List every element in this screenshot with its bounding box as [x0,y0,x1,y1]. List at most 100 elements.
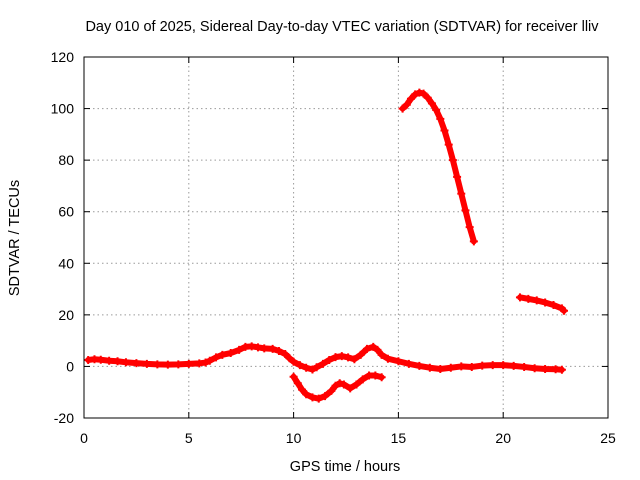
y-tick-label: 80 [58,152,74,168]
data-point [295,361,304,370]
data-point [457,189,466,198]
data-point [559,306,568,315]
data-point [488,361,497,370]
data-point [325,355,334,364]
y-tick-label: 120 [51,49,75,65]
data-point [297,385,306,394]
data-point [337,352,346,361]
data-point [121,358,130,367]
data-point [96,355,105,364]
data-point [356,350,365,359]
data-point [415,361,424,370]
data-point [344,353,353,362]
x-tick-label: 20 [495,430,511,446]
axes [83,56,609,419]
y-tick-label: 40 [58,255,74,271]
data-point [105,356,114,365]
data-point [478,361,487,370]
data-point [406,94,415,103]
data-point [423,93,432,102]
y-axis-ticks: -20 0 20 40 60 80 100 120 [51,49,608,426]
data-point [226,349,235,358]
data-point [369,342,378,351]
plot-frame [83,56,609,419]
data-point [327,386,336,395]
series-1 [84,342,566,374]
data-point [461,206,470,215]
series-4 [515,293,568,315]
data-point [436,114,445,123]
data-point [184,359,193,368]
data-point [411,90,420,99]
x-axis-label: GPS time / hours [290,459,400,475]
data-point [469,237,478,246]
data-point [427,99,436,108]
data-point [339,380,348,389]
data-point [419,89,428,98]
data-point [453,172,462,181]
data-point [541,365,550,374]
x-tick-label: 10 [286,430,302,446]
series-2 [289,371,386,403]
x-axis-ticks: 0 5 10 15 20 25 [80,57,616,446]
data-point [425,363,434,372]
data-point [163,360,172,369]
data-point [532,296,541,305]
data-point [312,363,321,372]
data-point [404,359,413,368]
data-point [335,379,344,388]
y-tick-label: 0 [66,358,74,374]
data-point [509,361,518,370]
data-point [524,294,533,303]
data-point [350,355,359,364]
data-point [268,344,277,353]
x-tick-label: 5 [185,430,193,446]
data-point [212,353,221,362]
data-point [235,345,244,354]
data-point [383,354,392,363]
data-point [331,353,340,362]
data-point [142,359,151,368]
data-point [440,126,449,135]
data-point [153,360,162,369]
data-point [308,365,317,374]
y-axis-label: SDTVAR / TECUs [7,180,23,296]
data-point [314,394,323,403]
data-point [358,375,367,384]
data-point [398,104,407,113]
data-point [446,363,455,372]
data-point [352,380,361,389]
x-tick-label: 15 [391,430,407,446]
series-3 [398,88,478,246]
grid [84,57,608,418]
data-point [318,359,327,368]
data-point [302,390,311,399]
data-point [274,346,283,355]
data-point [377,350,386,359]
data-point [467,362,476,371]
data-point [218,350,227,359]
data-point [174,360,183,369]
chart-title: Day 010 of 2025, Sidereal Day-to-day VTE… [85,19,599,35]
data-point [113,357,122,366]
data-point [373,345,382,354]
data-point [346,384,355,393]
data-points [84,88,568,403]
data-point [362,344,371,353]
data-point [289,372,298,381]
data-point [402,100,411,109]
data-point [331,381,340,390]
x-tick-label: 25 [600,430,616,446]
data-point [499,361,508,370]
x-tick-label: 0 [80,430,88,446]
y-tick-label: 20 [58,307,74,323]
data-point [520,362,529,371]
data-point [436,365,445,374]
data-point [530,364,539,373]
data-point [302,363,311,372]
data-point [515,293,524,302]
data-point [448,156,457,165]
data-point [557,365,566,374]
